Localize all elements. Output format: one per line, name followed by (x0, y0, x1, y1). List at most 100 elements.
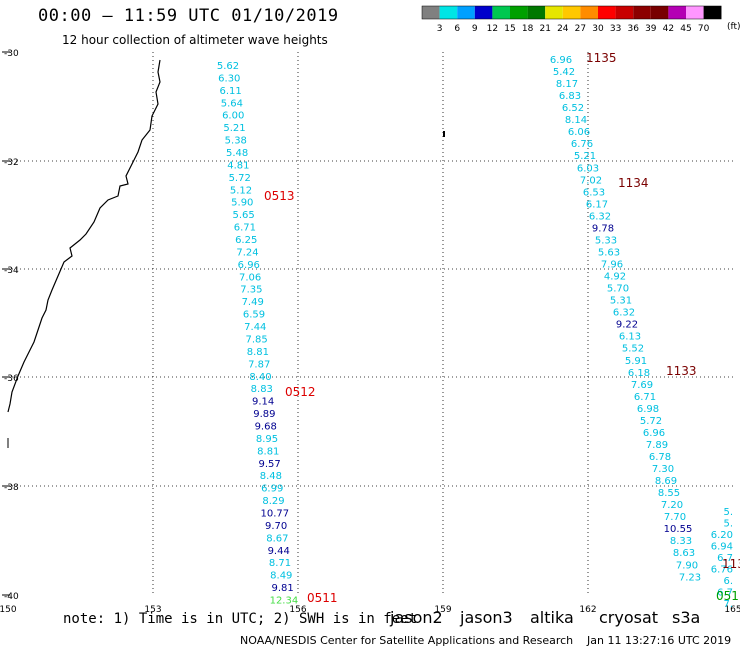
legend-label: 39 (645, 24, 657, 34)
swh-value: 7.69 (631, 380, 653, 391)
swh-value: 7.89 (646, 440, 668, 451)
swh-value: 5.91 (625, 356, 647, 367)
swh-value: 5.64 (221, 98, 243, 109)
swh-value: 7.35 (240, 285, 262, 296)
swh-value: 7.02 (580, 175, 602, 186)
swh-value: 8.69 (655, 476, 677, 487)
swh-value: 5.72 (640, 416, 662, 427)
lat-label: -38 (4, 483, 19, 493)
map-panel: -30 -32 -34 -36 -38 -40 150 153 156 159 162 165 5.62… (0, 49, 740, 615)
lon-label: 156 (289, 605, 306, 615)
swh-value: 6.96 (238, 260, 260, 271)
legend-label: 30 (592, 24, 604, 34)
legend-swatch (422, 6, 440, 19)
satellite-jason3: jason3 (460, 608, 513, 627)
swh-value: 5.63 (598, 247, 620, 258)
legend-label: 12 (487, 24, 498, 34)
swh-value: 6.06 (568, 127, 590, 138)
swh-value: 5.72 (229, 173, 251, 184)
swh-value: 6.94 (711, 542, 733, 553)
swh-value: 6.99 (261, 484, 283, 495)
swh-value: 7.70 (664, 512, 686, 523)
lon-label: 150 (0, 605, 17, 615)
swh-value: 6.71 (634, 392, 656, 403)
legend-swatch (615, 6, 634, 19)
legend-frame (421, 5, 722, 20)
swh-value: 5.12 (230, 185, 252, 196)
pass-time-label: 113 (722, 557, 740, 571)
swh-value: 5. (723, 507, 733, 518)
swh-value: 7.20 (661, 500, 683, 511)
swh-value: 9.22 (616, 320, 638, 331)
legend-swatch (510, 6, 528, 19)
swh-value: 8.14 (565, 115, 587, 126)
swh-value: 10.77 (260, 508, 289, 519)
legend-swatch (598, 6, 616, 19)
legend-label: 21 (539, 24, 550, 34)
swh-value: 5.48 (226, 148, 248, 159)
swh-value: 4.92 (604, 272, 626, 283)
swh-value: 9.70 (265, 521, 287, 532)
lon-label: 153 (144, 605, 161, 615)
swh-value: 6.20 (711, 530, 733, 541)
swh-value: 7.96 (601, 260, 623, 271)
swh-value: 5.90 (231, 198, 253, 209)
lat-label: -34 (4, 266, 19, 276)
credit-line: NOAA/NESDIS Center for Satellite Applica… (240, 634, 574, 647)
legend-swatch (580, 6, 598, 19)
satellite-s3a: s3a (672, 608, 701, 627)
legend-label: 6 (454, 24, 460, 34)
swh-value: 9.14 (252, 397, 274, 408)
legend-label: 18 (522, 24, 534, 34)
legend-swatch (492, 6, 510, 19)
swh-value: 8.67 (266, 533, 288, 544)
swh-value: 5.62 (217, 61, 239, 72)
swh-value: 7.06 (239, 272, 261, 283)
lon-label: 159 (434, 605, 451, 615)
pass-time-label: 051 (716, 589, 739, 603)
swh-value: 9.78 (592, 223, 614, 234)
swh-value: 5.21 (223, 123, 245, 134)
swh-value: 6.17 (586, 199, 608, 210)
page-subtitle: 12 hour collection of altimeter wave hei… (62, 33, 328, 47)
swh-value: 9.44 (268, 546, 290, 557)
swh-value: 5.70 (607, 284, 629, 295)
swh-value: 6.83 (559, 91, 581, 102)
legend-label: 24 (557, 24, 569, 34)
swh-value: 6.96 (550, 55, 572, 66)
swh-value: 8.49 (270, 571, 292, 582)
swh-value: 7.44 (244, 322, 266, 333)
swh-value: 8.81 (257, 446, 279, 457)
legend-swatch (474, 6, 493, 19)
pass-time-label: 0511 (307, 591, 338, 605)
swh-value: 6.76 (711, 565, 733, 576)
legend-swatch (686, 6, 704, 19)
edge-track: 5.5.6.206.946.76.766.6.77. (711, 507, 733, 610)
swh-value: 6.11 (219, 86, 241, 97)
pass-time-label: 0513 (264, 189, 295, 203)
swh-value: 6.00 (222, 111, 244, 122)
lon-label: 165 (724, 605, 740, 615)
swh-value: 6.78 (649, 452, 671, 463)
pass-time-label: 1134 (618, 176, 649, 190)
legend-swatch (545, 6, 563, 19)
lat-label: -32 (4, 158, 19, 168)
swh-value: 12.34 (270, 595, 299, 606)
legend-swatch (668, 6, 686, 19)
color-legend: 3 6 9 12 15 18 21 24 27 30 33 36 39 42 45 70 (421, 5, 722, 34)
legend-swatch (562, 6, 581, 19)
legend-label: 9 (472, 24, 478, 34)
swh-value: 8.48 (260, 471, 282, 482)
legend-swatch (457, 6, 475, 19)
swh-value: 7.49 (242, 297, 264, 308)
swh-value: 6.96 (643, 428, 665, 439)
swh-value: 5.42 (553, 67, 575, 78)
swh-value: 6.7 (717, 553, 733, 564)
swh-value: 7.85 (245, 334, 267, 345)
legend-unit: (ft) (727, 22, 740, 32)
legend-label: 36 (627, 24, 639, 34)
legend-label: 70 (698, 24, 710, 34)
swh-value: 8.33 (670, 536, 692, 547)
legend-label: 33 (610, 24, 621, 34)
pass-time-label: 1135 (586, 51, 617, 65)
